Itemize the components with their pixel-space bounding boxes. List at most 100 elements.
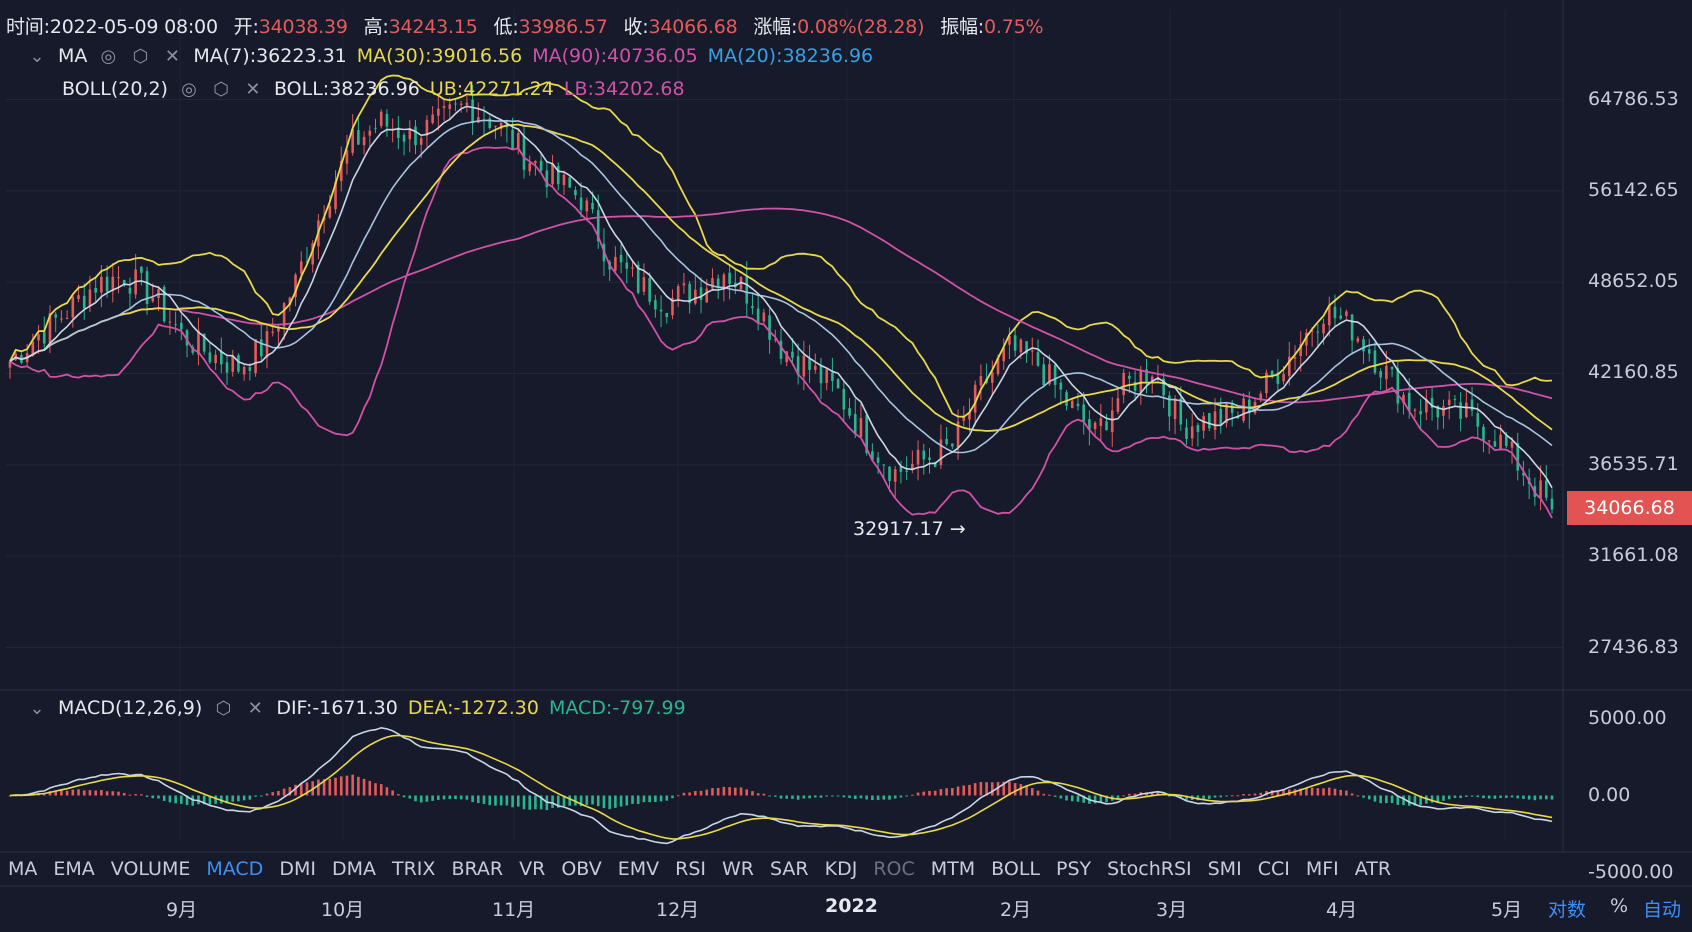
settings-icon[interactable]: ⬡ — [132, 45, 149, 67]
macd-bar — [808, 795, 811, 799]
candle-body — [1305, 332, 1308, 346]
tab-wr[interactable]: WR — [722, 858, 754, 880]
tab-kdj[interactable]: KDJ — [824, 858, 858, 880]
candle-body — [859, 418, 863, 437]
tab-emv[interactable]: EMV — [617, 858, 660, 880]
candle-body — [813, 365, 817, 370]
y-tick-label: 56142.65 — [1588, 178, 1679, 201]
close-icon[interactable]: ✕ — [245, 78, 261, 100]
auto-scale-button[interactable]: 自动 — [1643, 899, 1682, 921]
tab-cci[interactable]: CCI — [1257, 858, 1290, 880]
macd-bar — [905, 795, 908, 797]
chevron-down-icon[interactable]: ⌄ — [29, 45, 45, 67]
macd-bar — [1499, 795, 1502, 799]
tab-trix[interactable]: TRIX — [392, 858, 436, 880]
macd-bar — [1316, 788, 1320, 796]
tab-mfi[interactable]: MFI — [1305, 858, 1339, 880]
settings-icon[interactable]: ⬡ — [215, 697, 232, 719]
log-scale-button[interactable]: 对数 — [1548, 899, 1587, 921]
candle-body — [431, 114, 434, 123]
macd-bar — [1282, 790, 1285, 796]
macd-bar — [94, 790, 97, 796]
tab-vr[interactable]: VR — [519, 858, 546, 880]
macd-bar — [54, 790, 57, 796]
candle-body — [922, 450, 926, 460]
tab-atr[interactable]: ATR — [1354, 858, 1392, 880]
macd-bar — [379, 784, 383, 796]
tab-rsi[interactable]: RSI — [675, 858, 706, 880]
macd-bar — [1487, 795, 1491, 799]
ma-name: MA — [58, 45, 88, 67]
settings-icon[interactable]: ⬡ — [213, 78, 229, 100]
eye-icon[interactable]: ◎ — [100, 45, 117, 67]
chevron-down-icon[interactable]: ⌄ — [29, 697, 45, 719]
percent-scale-button[interactable]: % — [1610, 895, 1629, 917]
tab-brar[interactable]: BRAR — [451, 858, 504, 880]
candle-body — [1070, 400, 1074, 409]
candle-body — [545, 170, 549, 188]
macd-bar — [1150, 792, 1154, 796]
candle-body — [1322, 323, 1325, 334]
candle-body — [928, 457, 931, 460]
tab-ema[interactable]: EMA — [53, 858, 95, 880]
eye-icon[interactable]: ◎ — [181, 78, 197, 100]
tab-macd[interactable]: MACD — [206, 858, 264, 880]
macd-bar — [1093, 795, 1097, 804]
candle-body — [1362, 339, 1365, 352]
candle-body — [1510, 441, 1514, 448]
candle-body — [1465, 402, 1468, 418]
candle-body — [1299, 344, 1303, 357]
candle-body — [773, 339, 777, 341]
macd-bar — [945, 788, 948, 796]
x-tick-label: 12月 — [656, 899, 700, 921]
macd-bar — [568, 795, 571, 806]
candle-body — [1505, 435, 1508, 447]
macd-bar — [111, 791, 115, 796]
candle-body — [1499, 434, 1502, 449]
ma-legend: ⌄ MA ◎ ⬡ ✕ MA(7):36223.31 MA(30):39016.5… — [26, 45, 873, 67]
candle-body — [1522, 472, 1525, 476]
macd-bar — [357, 776, 360, 796]
x-tick-label: 11月 — [492, 899, 536, 921]
tab-roc[interactable]: ROC — [873, 858, 915, 880]
macd-bar — [825, 795, 828, 797]
tab-ma[interactable]: MA — [8, 858, 38, 880]
candle-body — [374, 127, 377, 129]
candle-body — [1133, 381, 1137, 391]
candle-body — [94, 287, 97, 293]
macd-bar — [516, 795, 520, 807]
macd-bar — [619, 795, 623, 807]
tab-stochrsi[interactable]: StochRSI — [1107, 858, 1192, 880]
macd-bar — [676, 795, 680, 797]
tab-psy[interactable]: PSY — [1056, 858, 1092, 880]
macd-bar — [1362, 795, 1365, 798]
candle-body — [180, 322, 183, 330]
macd-bar — [585, 795, 589, 806]
macd-bar — [145, 795, 149, 797]
tab-sar[interactable]: SAR — [770, 858, 809, 880]
tab-obv[interactable]: OBV — [561, 858, 602, 880]
y-tick-label: 48652.05 — [1588, 270, 1679, 293]
tab-smi[interactable]: SMI — [1207, 858, 1242, 880]
macd-bar — [237, 795, 240, 802]
tab-dma[interactable]: DMA — [331, 858, 376, 880]
macd-bar — [48, 791, 52, 796]
tab-boll[interactable]: BOLL — [991, 858, 1040, 880]
close-icon[interactable]: ✕ — [247, 697, 263, 719]
macd-bar — [1076, 795, 1080, 802]
candle-body — [77, 295, 80, 300]
macd-bar — [1310, 787, 1314, 796]
candle-body — [579, 197, 583, 211]
macd-bar — [1476, 795, 1480, 798]
candle-body — [596, 210, 600, 242]
lb-value: LB:34202.68 — [563, 78, 685, 100]
macd-bar — [128, 794, 132, 796]
close-icon[interactable]: ✕ — [164, 45, 180, 67]
tab-volume[interactable]: VOLUME — [110, 858, 191, 880]
macd-bar — [437, 795, 440, 800]
macd-bar — [1059, 795, 1063, 799]
tab-mtm[interactable]: MTM — [930, 858, 976, 880]
macd-bar — [1459, 795, 1462, 799]
tab-dmi[interactable]: DMI — [279, 858, 316, 880]
